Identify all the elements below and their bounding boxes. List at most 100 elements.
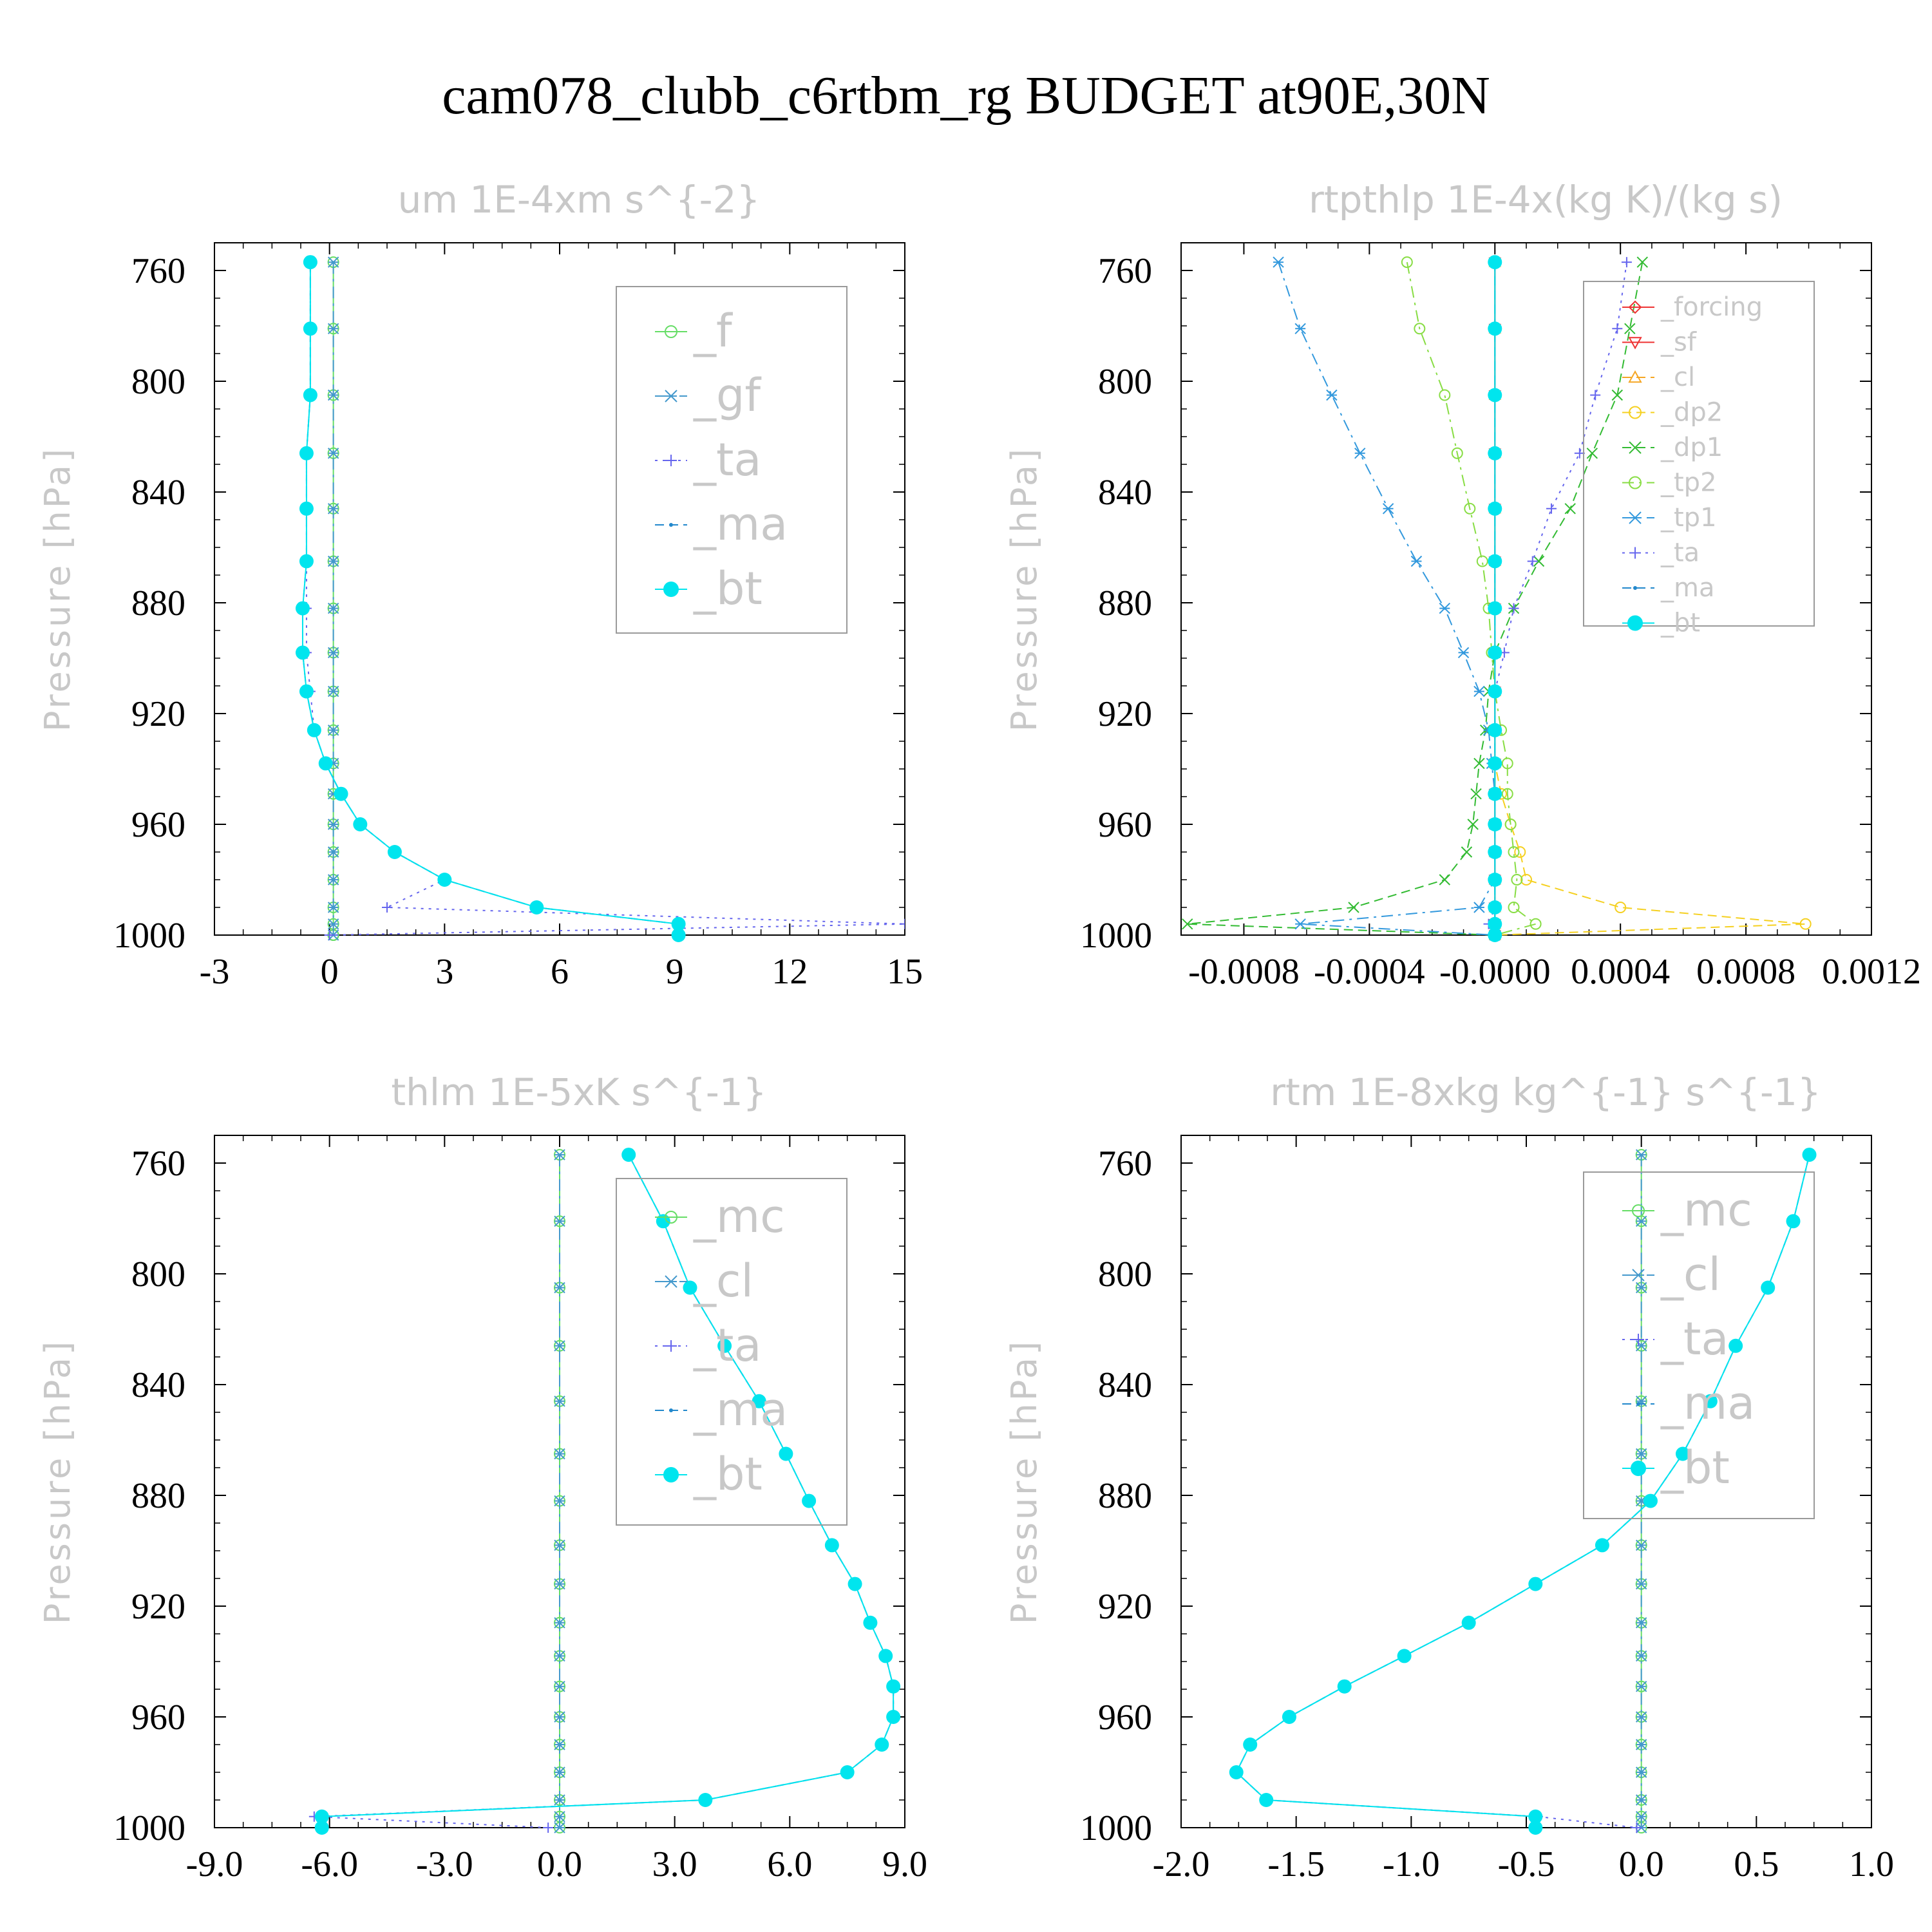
marker-dot — [663, 582, 679, 597]
x-tick-label: 15 — [887, 952, 923, 992]
marker-circle — [665, 325, 677, 338]
marker-dot — [295, 645, 310, 660]
legend-label: _ma — [1660, 1377, 1755, 1430]
marker-star — [1635, 1811, 1647, 1823]
legend-box — [1583, 281, 1815, 627]
marker-circle — [1476, 555, 1488, 567]
marker-star — [554, 1650, 565, 1662]
x-tick-label: -0.0008 — [1188, 952, 1300, 992]
marker-star — [665, 390, 677, 402]
marker-dot — [1675, 1446, 1690, 1461]
marker-x — [1586, 448, 1598, 459]
y-tick-label: 1000 — [113, 1808, 185, 1848]
marker-star — [554, 1539, 565, 1551]
marker-star — [1439, 602, 1451, 614]
marker-dot — [1488, 684, 1502, 699]
marker-circle — [1414, 323, 1426, 335]
marker-plus — [1631, 1823, 1642, 1833]
x-tick-label: 6.0 — [767, 1844, 812, 1884]
y-axis-label: Pressure [hPa] — [1004, 446, 1045, 732]
y-tick-label: 920 — [131, 1587, 185, 1627]
marker-dot — [303, 388, 317, 402]
marker-star — [1457, 647, 1470, 659]
marker-dot — [334, 786, 348, 801]
marker-dot — [1282, 1710, 1296, 1724]
marker-dot — [1488, 388, 1502, 402]
marker-dot — [1488, 817, 1502, 831]
legend-label: _f — [693, 305, 733, 357]
marker-dot — [1528, 1809, 1543, 1824]
marker-star — [554, 1739, 565, 1750]
plot-frame — [1180, 1135, 1872, 1828]
y-tick-label: 760 — [131, 1144, 185, 1184]
marker-dot — [1488, 873, 1502, 887]
marker-circle — [1439, 389, 1451, 401]
marker-star — [554, 1578, 565, 1590]
legend-label: _dp2 — [1660, 398, 1723, 428]
marker-x — [1624, 323, 1636, 335]
x-tick-label: 0.0 — [537, 1844, 582, 1884]
marker-dot — [303, 321, 317, 336]
legend-label: _forcing — [1660, 292, 1763, 322]
marker-dot — [1397, 1649, 1412, 1663]
marker-dot — [671, 928, 686, 942]
y-tick-label: 960 — [1098, 805, 1152, 845]
marker-dot — [318, 756, 333, 771]
y-tick-label: 840 — [131, 473, 185, 513]
x-tick-label: 0.0 — [1619, 1844, 1664, 1884]
chart-panel-3: thlm 1E-5xK s^{-1} Pressure [hPa] -9.0 -6.0… — [37, 1070, 927, 1884]
marker-dot — [303, 255, 317, 270]
marker-plus — [1633, 1334, 1644, 1345]
marker-dot — [314, 1809, 329, 1824]
marker-star — [327, 685, 339, 697]
x-tick-label: -3.0 — [416, 1844, 473, 1884]
marker-circle — [1508, 846, 1520, 858]
marker-dot — [1488, 255, 1502, 270]
marker-small-dot — [669, 523, 673, 527]
marker-circle — [1520, 874, 1532, 886]
marker-dot — [1488, 723, 1502, 737]
marker-x — [1473, 757, 1485, 770]
y-tick-label: 800 — [1098, 1255, 1152, 1294]
legend-label: _bt — [1660, 1441, 1730, 1494]
marker-star — [554, 1448, 565, 1460]
marker-dot — [1627, 615, 1643, 631]
marker-dot — [1488, 645, 1502, 660]
y-tick-label: 800 — [131, 362, 185, 402]
marker-plus — [1508, 603, 1519, 614]
marker-plus — [665, 1340, 677, 1352]
marker-star — [327, 389, 339, 401]
y-tick-label: 960 — [131, 1698, 185, 1738]
marker-small-dot — [1633, 586, 1637, 590]
marker-dot — [683, 1280, 697, 1295]
marker-x — [1182, 918, 1193, 930]
marker-dot — [299, 501, 314, 516]
marker-star — [327, 602, 339, 614]
marker-dot — [1337, 1679, 1352, 1694]
marker-circle — [1501, 788, 1513, 800]
marker-dot — [1631, 1461, 1646, 1476]
legend-label: _dp1 — [1660, 433, 1723, 462]
legend-label: _cl — [1660, 363, 1695, 392]
marker-star — [1294, 918, 1306, 930]
series-group — [1229, 1148, 1817, 1835]
marker-dot — [1488, 756, 1502, 771]
marker-star — [665, 1275, 677, 1288]
marker-triangle-down — [1628, 337, 1642, 350]
x-tick-label: -1.0 — [1383, 1844, 1440, 1884]
marker-star — [1635, 1794, 1647, 1806]
marker-star — [1635, 1680, 1647, 1692]
marker-circle — [665, 1211, 677, 1224]
marker-plus — [665, 455, 677, 466]
marker-x — [1467, 819, 1479, 830]
marker-dot — [848, 1577, 862, 1591]
y-tick-label: 960 — [1098, 1698, 1152, 1738]
marker-dot — [824, 1538, 839, 1553]
marker-star — [1635, 1766, 1647, 1778]
marker-x — [1629, 441, 1642, 454]
y-tick-label: 920 — [1098, 1587, 1152, 1627]
marker-dot — [1761, 1280, 1776, 1295]
legend: _mc _cl _ta _ma _bt — [1583, 1171, 1815, 1519]
marker-dot — [1488, 601, 1502, 616]
marker-star — [554, 1149, 565, 1160]
